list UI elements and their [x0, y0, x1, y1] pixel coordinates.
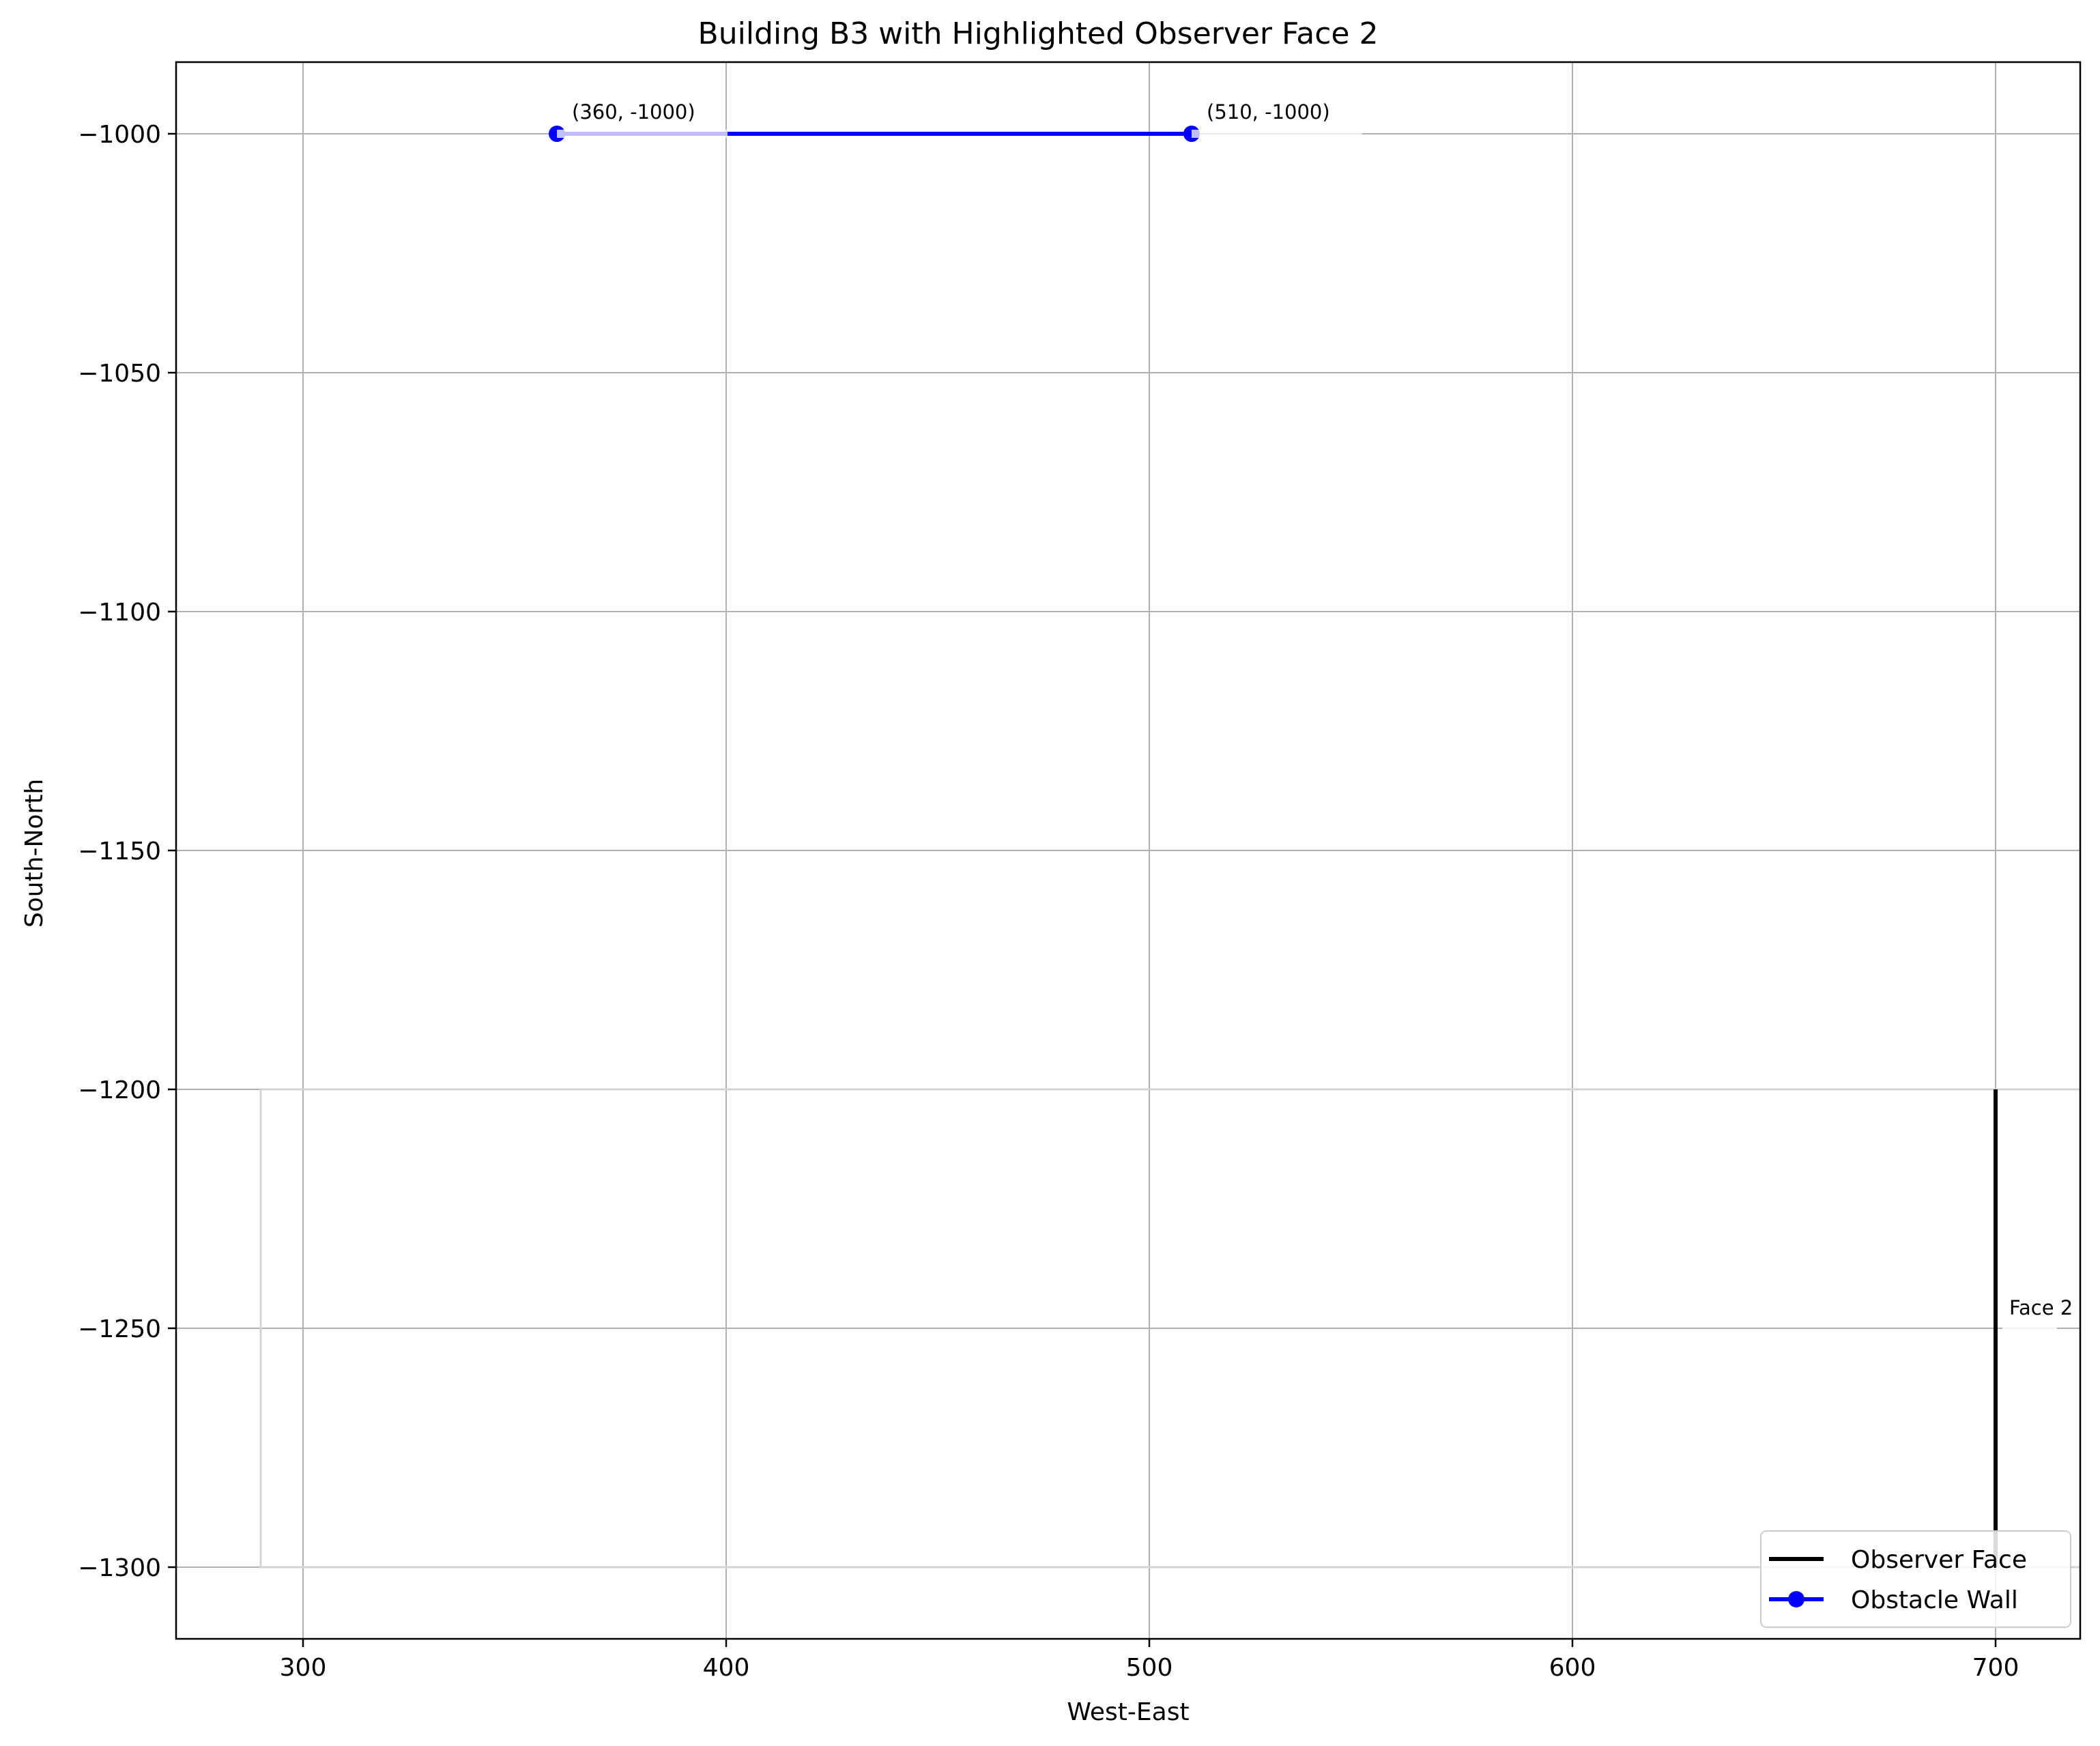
annotation-backdrop	[557, 130, 728, 138]
y-axis-label: South-North	[20, 779, 48, 928]
x-tick-label: 700	[1972, 1654, 2019, 1682]
annotation-label: (510, -1000)	[1207, 100, 1330, 124]
y-tick-label: −1250	[78, 1315, 161, 1343]
plot-area: (360, -1000) (510, -1000) Face 2 300 400 500…	[78, 61, 2082, 1682]
y-tick-label: −1100	[78, 599, 161, 627]
axis-ticks: 300 400 500 600 700 −1000 −1050 −1100 −1150 −1200…	[78, 121, 2019, 1682]
building-outline	[259, 1088, 2080, 1569]
annotation-label: (360, -1000)	[572, 100, 695, 124]
y-tick-label: −1050	[78, 360, 161, 388]
y-tick-label: −1300	[78, 1554, 161, 1582]
annotation-label: Face 2	[2009, 1296, 2073, 1319]
x-tick-label: 400	[703, 1654, 750, 1682]
legend-marker-obstacle-wall	[1788, 1591, 1804, 1607]
annotation-backdrop	[2002, 1306, 2057, 1336]
legend: Observer Face Obstacle Wall	[1760, 1530, 2071, 1628]
chart-title: Building B3 with Highlighted Observer Fa…	[698, 16, 1379, 51]
y-tick-label: −1200	[78, 1076, 161, 1104]
legend-label-observer-face: Observer Face	[1851, 1546, 2027, 1574]
x-tick-label: 300	[280, 1654, 327, 1682]
y-tick-label: −1000	[78, 121, 161, 149]
legend-box	[1760, 1530, 2071, 1628]
x-axis-label: West-East	[1067, 1698, 1189, 1726]
x-tick-label: 500	[1126, 1654, 1173, 1682]
annotation-backdrop	[1192, 130, 1362, 138]
y-tick-label: −1150	[78, 838, 161, 865]
x-tick-label: 600	[1549, 1654, 1596, 1682]
annotations: (360, -1000) (510, -1000) Face 2	[557, 100, 2073, 1336]
legend-label-obstacle-wall: Obstacle Wall	[1851, 1586, 2018, 1614]
building-outline-line	[259, 1088, 2080, 1569]
